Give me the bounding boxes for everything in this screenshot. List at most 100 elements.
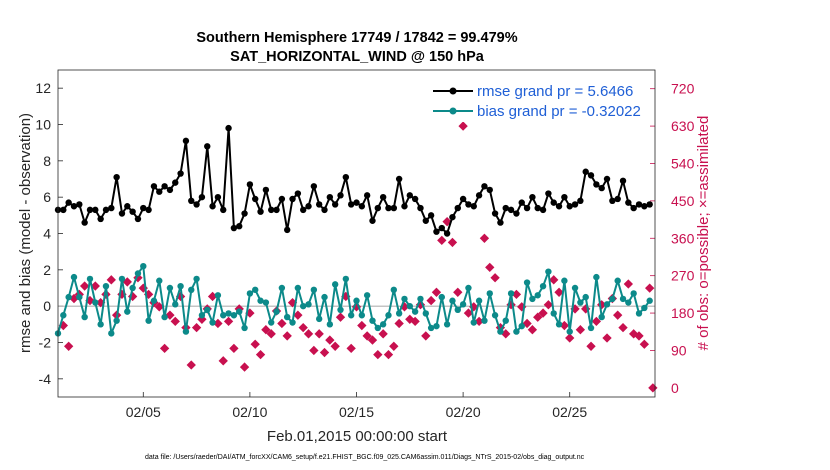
bias-series bbox=[54, 263, 653, 337]
rmse-point bbox=[582, 168, 589, 175]
bias-point bbox=[411, 308, 419, 315]
bias-point bbox=[252, 286, 259, 294]
rmse-point bbox=[433, 228, 440, 235]
rmse-point bbox=[390, 204, 398, 212]
bias-point bbox=[619, 295, 627, 303]
obs-marker bbox=[613, 310, 623, 320]
bias-point bbox=[305, 301, 312, 308]
rmse-point bbox=[188, 197, 195, 204]
rmse-point bbox=[443, 230, 451, 237]
bias-point bbox=[246, 290, 254, 297]
rmse-point bbox=[475, 192, 483, 199]
rmse-point bbox=[374, 204, 382, 212]
rmse-point bbox=[331, 201, 339, 208]
obs-marker bbox=[239, 362, 250, 372]
rmse-point bbox=[507, 206, 515, 214]
bias-point bbox=[102, 282, 110, 290]
obs-marker bbox=[362, 331, 372, 341]
bias-point bbox=[486, 290, 493, 297]
bias-point bbox=[204, 306, 211, 313]
obs-marker bbox=[373, 349, 383, 360]
bias-point bbox=[577, 299, 584, 306]
bias-point bbox=[108, 330, 115, 337]
rmse-point bbox=[236, 223, 243, 230]
bias-point bbox=[427, 324, 435, 332]
plot-frame bbox=[57, 69, 656, 398]
obs-marker bbox=[383, 349, 394, 360]
bias-point bbox=[630, 290, 637, 297]
bias-point bbox=[625, 299, 632, 306]
bias-point bbox=[534, 292, 541, 299]
obs-marker bbox=[213, 318, 223, 329]
bias-point bbox=[609, 295, 616, 303]
bias-point bbox=[646, 297, 653, 304]
rmse-point bbox=[395, 175, 403, 183]
y-tick-label: 4 bbox=[43, 226, 51, 242]
rmse-point bbox=[454, 204, 461, 212]
x-tick-label: 02/20 bbox=[446, 404, 481, 420]
obs-marker bbox=[63, 341, 74, 351]
rmse-point bbox=[401, 203, 408, 210]
bias-point bbox=[124, 308, 131, 315]
bias-point bbox=[406, 302, 414, 310]
rmse-point bbox=[321, 206, 328, 214]
bias-point bbox=[193, 275, 200, 283]
bias-point bbox=[161, 313, 168, 321]
rmse-point bbox=[587, 172, 595, 179]
rmse-point bbox=[145, 206, 152, 214]
bias-point bbox=[150, 297, 158, 304]
rmse-point bbox=[465, 201, 472, 208]
obs-marker bbox=[431, 287, 442, 297]
bias-point bbox=[422, 310, 429, 317]
rmse-point bbox=[614, 195, 621, 203]
bias-point bbox=[310, 286, 318, 294]
rmse-point bbox=[411, 195, 419, 203]
bias-point bbox=[129, 284, 136, 292]
rmse-point bbox=[182, 137, 190, 145]
bias-point bbox=[513, 328, 520, 335]
obs-marker bbox=[330, 341, 340, 351]
rmse-point bbox=[220, 206, 227, 214]
rmse-point bbox=[214, 193, 222, 201]
legend-bias-marker bbox=[449, 107, 457, 115]
bias-point bbox=[198, 312, 206, 319]
bias-point bbox=[417, 295, 424, 303]
y-axis-label: rmse and bias (model - observation) bbox=[17, 113, 34, 353]
bias-point bbox=[481, 317, 488, 324]
bias-point bbox=[326, 321, 334, 328]
obs-marker bbox=[565, 333, 575, 343]
bias-point bbox=[529, 295, 536, 303]
rmse-point bbox=[177, 170, 184, 177]
bias-point bbox=[587, 324, 595, 332]
y-right-tick-label: 0 bbox=[671, 380, 679, 396]
y-tick-label: -2 bbox=[39, 335, 52, 351]
bias-point bbox=[561, 277, 568, 284]
rmse-point bbox=[358, 203, 366, 210]
y-right-tick-label: 720 bbox=[671, 81, 695, 97]
bias-point bbox=[257, 297, 264, 304]
rmse-point bbox=[502, 204, 509, 212]
obs-marker bbox=[293, 310, 303, 320]
rmse-point bbox=[555, 203, 563, 210]
obs-marker bbox=[255, 349, 266, 360]
bias-point bbox=[268, 319, 275, 326]
bias-point bbox=[236, 308, 243, 315]
rmse-point bbox=[523, 204, 531, 212]
obs-marker bbox=[223, 316, 234, 327]
y-tick-label: 0 bbox=[43, 298, 51, 314]
obs-marker bbox=[378, 329, 388, 339]
rmse-point bbox=[577, 197, 584, 204]
obs-marker bbox=[207, 291, 218, 302]
rmse-point bbox=[294, 190, 302, 197]
bias-point bbox=[262, 299, 270, 306]
obs-marker bbox=[602, 333, 612, 343]
y-axis-right-label: # of obs: o=possible; ×=assimilated bbox=[695, 116, 712, 351]
rmse-point bbox=[619, 177, 627, 185]
obs-marker bbox=[645, 283, 655, 293]
bias-point bbox=[507, 290, 515, 297]
rmse-point bbox=[310, 183, 318, 190]
rmse-point bbox=[481, 183, 488, 190]
rmse-point bbox=[491, 210, 499, 217]
x-axis-label: Feb.01,2015 00:00:00 start bbox=[267, 428, 448, 445]
rmse-point bbox=[278, 195, 286, 203]
